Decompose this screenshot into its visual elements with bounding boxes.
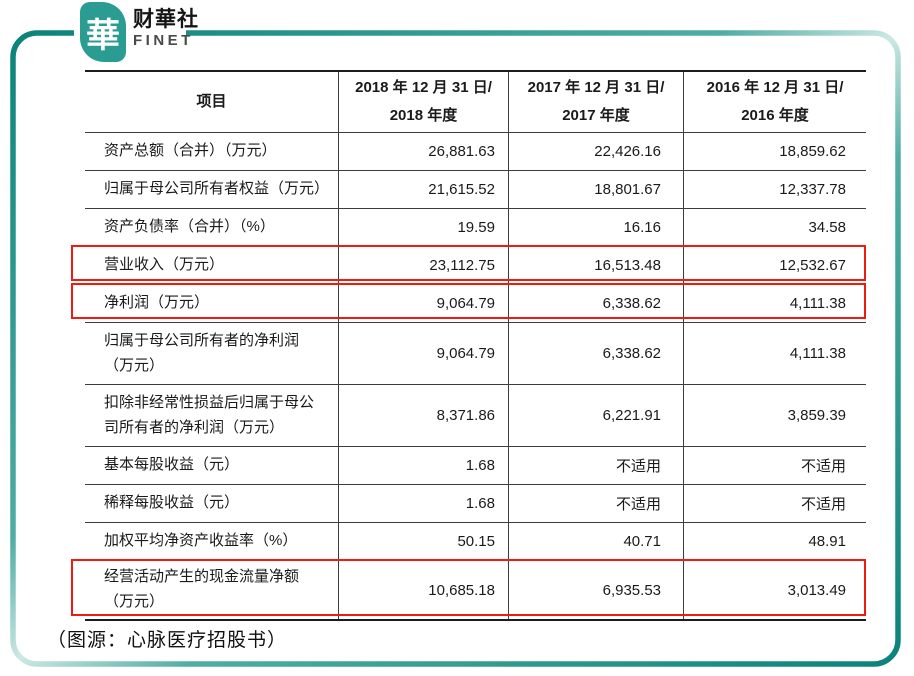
row-value: 9,064.79 [338, 285, 508, 322]
row-value: 16.16 [508, 209, 683, 246]
row-value: 18,801.67 [508, 171, 683, 208]
table-row: 归属于母公司所有者的净利润（万元） 9,064.79 6,338.62 4,11… [85, 322, 866, 384]
row-value: 6,221.91 [508, 385, 683, 446]
row-label: 归属于母公司所有者权益（万元） [104, 180, 330, 198]
row-value: 不适用 [683, 447, 866, 484]
row-value: 4,111.38 [683, 285, 866, 322]
row-label: 净利润（万元） [104, 294, 210, 312]
row-value: 不适用 [508, 447, 683, 484]
row-label: 资产总额（合并）（万元） [104, 142, 277, 160]
finet-logo-icon: 華 [80, 2, 126, 62]
row-value: 1.68 [338, 485, 508, 522]
table-row: 基本每股收益（元） 1.68 不适用 不适用 [85, 446, 866, 484]
row-value: 50.15 [338, 523, 508, 560]
header-period-2016: 2016 年 12 月 31 日/ 2016 年度 [683, 72, 866, 132]
row-value: 3,859.39 [683, 385, 866, 446]
row-value: 不适用 [508, 485, 683, 522]
row-value: 21,615.52 [338, 171, 508, 208]
row-label: 营业收入（万元） [104, 256, 225, 274]
row-value: 10,685.18 [338, 561, 508, 619]
row-value: 6,338.62 [508, 285, 683, 322]
row-value: 18,859.62 [683, 133, 866, 170]
row-label: 归属于母公司所有者的净利润（万元） [104, 331, 300, 374]
row-value: 12,337.78 [683, 171, 866, 208]
row-value: 6,935.53 [508, 561, 683, 619]
financial-table: 项目 2018 年 12 月 31 日/ 2018 年度 2017 年 12 月… [85, 70, 866, 621]
row-value: 16,513.48 [508, 247, 683, 284]
header-period-2017: 2017 年 12 月 31 日/ 2017 年度 [508, 72, 683, 132]
row-value: 48.91 [683, 523, 866, 560]
row-value: 9,064.79 [338, 323, 508, 384]
row-label: 资产负债率（合并）（%） [104, 218, 275, 236]
row-value: 34.58 [683, 209, 866, 246]
source-caption: （图源：心脉医疗招股书） [47, 629, 288, 651]
header-item: 项目 [196, 92, 227, 110]
row-value: 23,112.75 [338, 247, 508, 284]
table-row: 资产总额（合并）（万元） 26,881.63 22,426.16 18,859.… [85, 132, 866, 170]
row-value: 26,881.63 [338, 133, 508, 170]
table-row: 稀释每股收益（元） 1.68 不适用 不适用 [85, 484, 866, 522]
row-label: 扣除非经常性损益后归属于母公司所有者的净利润（万元） [104, 393, 315, 436]
row-value: 3,013.49 [683, 561, 866, 619]
logo-badge-character: 華 [86, 15, 120, 56]
row-label: 经营活动产生的现金流量净额（万元） [104, 568, 300, 610]
row-label: 稀释每股收益（元） [104, 494, 240, 512]
row-value: 不适用 [683, 485, 866, 522]
header-period-2018: 2018 年 12 月 31 日/ 2018 年度 [338, 72, 508, 132]
table-row-highlighted-net-profit: 净利润（万元） 9,064.79 6,338.62 4,111.38 [85, 284, 866, 322]
row-value: 22,426.16 [508, 133, 683, 170]
row-value: 4,111.38 [683, 323, 866, 384]
table-row-highlighted-cashflow: 经营活动产生的现金流量净额（万元） 10,685.18 6,935.53 3,0… [85, 560, 866, 619]
brand-name-english: FINET [133, 32, 194, 50]
row-label: 基本每股收益（元） [104, 456, 240, 474]
row-value: 12,532.67 [683, 247, 866, 284]
row-value: 1.68 [338, 447, 508, 484]
table-header-row: 项目 2018 年 12 月 31 日/ 2018 年度 2017 年 12 月… [85, 72, 866, 132]
table-row: 归属于母公司所有者权益（万元） 21,615.52 18,801.67 12,3… [85, 170, 866, 208]
row-value: 8,371.86 [338, 385, 508, 446]
table-row: 加权平均净资产收益率（%） 50.15 40.71 48.91 [85, 522, 866, 560]
table-row-highlighted-revenue: 营业收入（万元） 23,112.75 16,513.48 12,532.67 [85, 246, 866, 284]
row-value: 19.59 [338, 209, 508, 246]
row-value: 6,338.62 [508, 323, 683, 384]
table-row: 扣除非经常性损益后归属于母公司所有者的净利润（万元） 8,371.86 6,22… [85, 384, 866, 446]
brand-name-chinese: 财華社 [133, 8, 199, 31]
table-row: 资产负债率（合并）（%） 19.59 16.16 34.58 [85, 208, 866, 246]
row-label: 加权平均净资产收益率（%） [104, 532, 298, 550]
finet-logo-text: 财華社 FINET [133, 8, 199, 50]
row-value: 40.71 [508, 523, 683, 560]
